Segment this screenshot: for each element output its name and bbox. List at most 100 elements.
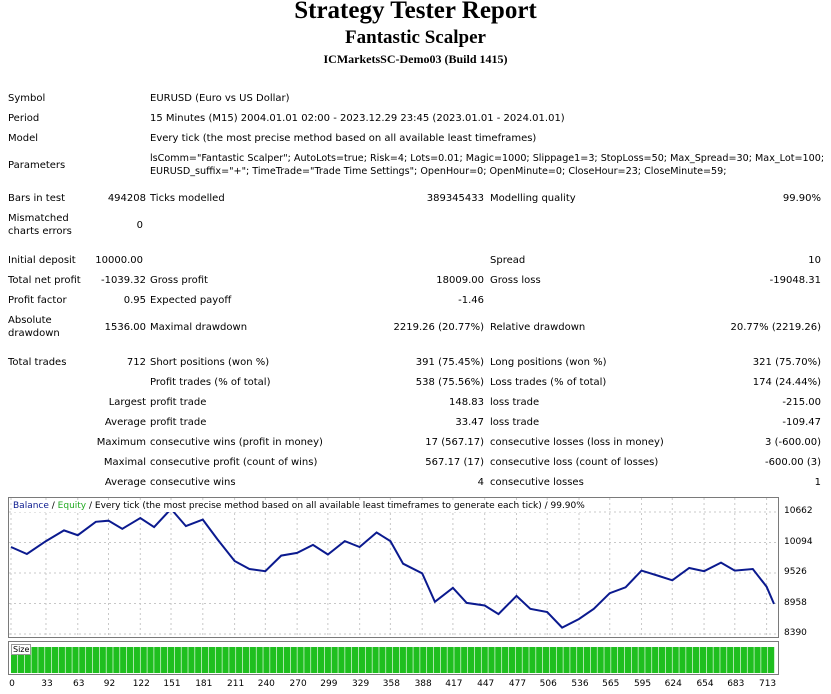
average-2-label: Average	[104, 477, 146, 488]
ea-name: Fantastic Scalper	[345, 27, 486, 48]
size-bar	[195, 647, 202, 673]
size-bar	[276, 647, 284, 673]
size-bar	[358, 647, 366, 673]
size-bar	[542, 647, 550, 673]
legend-separator: /	[48, 501, 58, 511]
size-bar	[317, 647, 325, 673]
deposit-value: 10000.00	[95, 255, 143, 266]
size-bar	[747, 647, 754, 673]
size-bar	[536, 647, 543, 673]
chart-legend: Balance / Equity / Every tick (the most …	[13, 501, 585, 512]
size-bar	[481, 647, 488, 673]
x-tick-label: 63	[73, 679, 85, 689]
maximal-label: Maximal	[103, 457, 146, 468]
x-tick-label: 536	[571, 679, 589, 689]
report-title: Strategy Tester Report	[294, 0, 537, 24]
profit-trades-label: Profit trades (% of total)	[150, 377, 271, 388]
avg-consecutive-wins-value: 4	[477, 477, 484, 488]
size-bar	[352, 647, 359, 673]
size-bar	[229, 647, 236, 673]
size-bar	[72, 647, 79, 673]
server-build: ICMarketsSC-Demo03 (Build 1415)	[323, 52, 508, 66]
size-bar	[679, 647, 686, 673]
size-bar	[522, 647, 529, 673]
loss-trades-value: 174 (24.44%)	[752, 377, 821, 388]
x-tick-label: 33	[41, 679, 53, 689]
size-bar	[99, 647, 106, 673]
model-value: Every tick (the most precise method base…	[150, 133, 537, 144]
size-bar	[631, 647, 638, 673]
size-bar	[120, 647, 127, 673]
size-bar	[447, 647, 454, 673]
size-bar	[106, 647, 113, 673]
x-tick-label: 211	[227, 679, 245, 689]
size-bar	[556, 647, 563, 673]
relative-drawdown-label: Relative drawdown	[490, 322, 586, 333]
size-bar	[65, 647, 72, 673]
net-profit-value: -1039.32	[101, 275, 146, 286]
size-bar	[338, 647, 345, 673]
size-bar	[454, 647, 461, 673]
profit-factor-value: 0.95	[123, 295, 146, 306]
size-bar	[133, 647, 140, 673]
absolute-drawdown-value: 1536.00	[104, 322, 146, 333]
size-bar	[201, 647, 209, 673]
profit-trades-value: 538 (75.56%)	[415, 377, 484, 388]
maximal-consecutive-loss-label: consecutive loss (count of losses)	[490, 457, 659, 468]
size-bar	[126, 647, 134, 673]
size-bar	[406, 647, 413, 673]
mismatch-label-1: Mismatched	[8, 213, 69, 224]
gross-loss-value: -19048.31	[769, 275, 821, 286]
size-bar	[645, 647, 652, 673]
parameters-line-1: lsComm="Fantastic Scalper"; AutoLots=tru…	[150, 153, 825, 164]
average-profit-label: profit trade	[150, 417, 207, 428]
size-bar	[515, 647, 522, 673]
size-bar	[208, 647, 215, 673]
parameters-label: Parameters	[8, 160, 66, 171]
net-profit-label: Total net profit	[8, 275, 81, 286]
size-bar	[11, 647, 18, 673]
average-profit-value: 33.47	[455, 417, 484, 428]
size-bar	[761, 647, 768, 673]
size-bar	[563, 647, 570, 673]
size-bar	[365, 647, 372, 673]
x-tick-label: 270	[289, 679, 307, 689]
size-bar	[256, 647, 263, 673]
x-tick-label: 417	[445, 679, 463, 689]
legend-description: / Every tick (the most precise method ba…	[86, 501, 585, 511]
maximal-drawdown-value: 2219.26 (20.77%)	[393, 322, 484, 333]
size-bar	[727, 647, 734, 673]
absolute-drawdown-label-1: Absolute	[8, 315, 52, 326]
size-bar	[597, 647, 604, 673]
x-tick-label: 565	[602, 679, 620, 689]
x-tick-label: 477	[508, 679, 527, 689]
size-bar	[45, 647, 52, 673]
short-positions-label: Short positions (won %)	[150, 357, 270, 368]
maximal-consecutive-loss-value: -600.00 (3)	[765, 457, 821, 468]
y-tick-label: 8958	[784, 597, 807, 608]
size-bar	[720, 647, 727, 673]
size-bar	[263, 647, 270, 673]
average-loss-value: -109.47	[782, 417, 821, 428]
y-tick-label: 10662	[784, 506, 813, 516]
size-bar	[590, 647, 597, 673]
size-bar	[508, 647, 516, 673]
short-positions-value: 391 (75.45%)	[415, 357, 484, 368]
largest-loss-value: -215.00	[782, 397, 821, 408]
size-bar	[181, 647, 188, 673]
size-bar	[672, 647, 679, 673]
size-bar	[331, 647, 338, 673]
x-tick-label: 92	[103, 679, 116, 689]
size-bar	[147, 647, 154, 673]
max-consecutive-wins-value: 17 (567.17)	[425, 437, 484, 448]
size-bar	[297, 647, 304, 673]
size-bar	[488, 647, 495, 673]
size-bar	[324, 647, 331, 673]
size-bar	[140, 647, 147, 673]
x-tick-label: 506	[539, 679, 557, 689]
legend-balance: Balance	[13, 501, 49, 511]
expected-payoff-label: Expected payoff	[150, 295, 232, 306]
size-label: Size	[11, 644, 32, 655]
size-panel: Size	[8, 641, 779, 675]
quality-label: Modelling quality	[490, 193, 576, 204]
